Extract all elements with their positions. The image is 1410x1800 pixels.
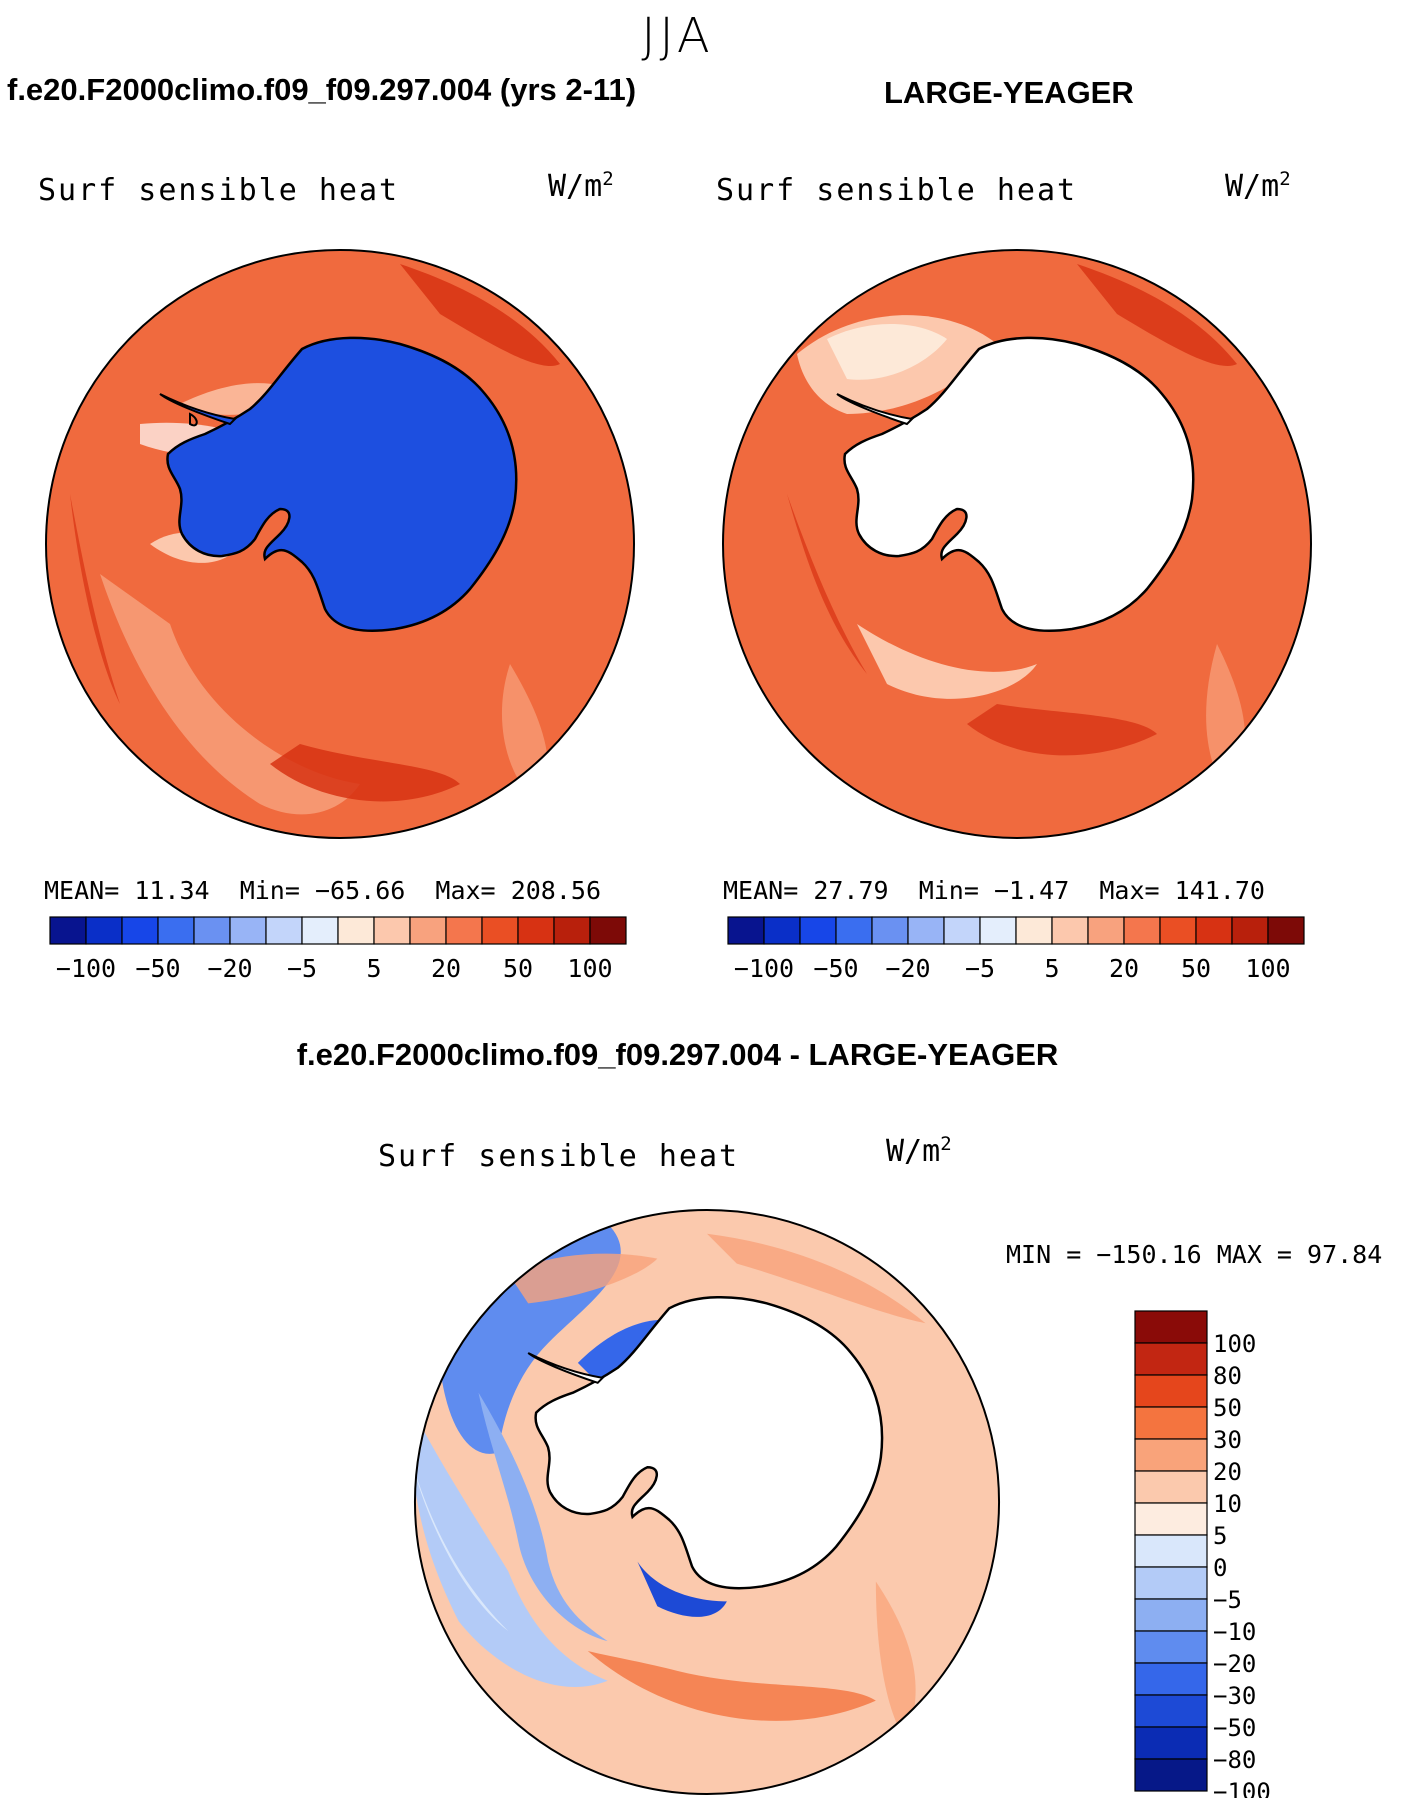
colorbar-swatch	[1134, 1758, 1208, 1792]
difference-units: W/m2	[886, 1133, 952, 1169]
colorbar-tick-label: −30	[1213, 1682, 1256, 1710]
colorbar-swatch	[907, 916, 945, 945]
colorbar-swatch	[1134, 1374, 1208, 1408]
colorbar-tick-label: −20	[207, 954, 252, 983]
colorbar-swatch	[373, 916, 411, 945]
colorbar-swatch	[589, 916, 627, 945]
colorbar-tick-label: 50	[503, 954, 533, 983]
colorbar-swatch	[871, 916, 909, 945]
colorbar-tick-label: 5	[1044, 954, 1059, 983]
colorbar-tick-label: −10	[1213, 1618, 1256, 1646]
colorbar-swatch	[1134, 1662, 1208, 1696]
colorbar-tick-label: −100	[734, 954, 794, 983]
colorbar-tick-label: 10	[1213, 1490, 1242, 1518]
colorbar-swatch	[85, 916, 123, 945]
colorbar-swatch	[1134, 1502, 1208, 1536]
colorbar-tick-label: 5	[1213, 1522, 1227, 1550]
panel1-units: W/m2	[548, 168, 614, 204]
colorbar-swatch	[481, 916, 519, 945]
colorbar-swatch	[1134, 1534, 1208, 1568]
colorbar-swatch	[265, 916, 303, 945]
colorbar-swatch	[1159, 916, 1197, 945]
colorbar-swatch	[1134, 1566, 1208, 1600]
colorbar-tick-label: −5	[965, 954, 995, 983]
colorbar-tick-label: −5	[287, 954, 317, 983]
colorbar-swatch	[1134, 1630, 1208, 1664]
colorbar-swatch	[229, 916, 267, 945]
colorbar-swatch	[1087, 916, 1125, 945]
panel1-colorbar: −100 −50 −20 −5 5 20 50 100	[49, 916, 627, 983]
colorbar-tick-label: −20	[1213, 1650, 1256, 1678]
difference-minmax: MIN = −150.16 MAX = 97.84	[1006, 1240, 1383, 1269]
colorbar-tick-label: 20	[1109, 954, 1139, 983]
colorbar-swatch	[193, 916, 231, 945]
colorbar-tick-label: −80	[1213, 1746, 1256, 1774]
colorbar-swatch	[1134, 1470, 1208, 1504]
season-title: JJA	[641, 8, 714, 64]
colorbar-swatch	[1231, 916, 1269, 945]
colorbar-tick-label: 20	[431, 954, 461, 983]
colorbar-swatch	[1195, 916, 1233, 945]
difference-map	[413, 1208, 1001, 1796]
colorbar-swatch	[1123, 916, 1161, 945]
panel2-variable: Surf sensible heat	[716, 173, 1078, 208]
colorbar-swatch	[1267, 916, 1305, 945]
colorbar-swatch	[835, 916, 873, 945]
panel1-stats: MEAN= 11.34 Min= −65.66 Max= 208.56	[44, 876, 601, 905]
colorbar-swatch	[979, 916, 1017, 945]
colorbar-tick-label: 100	[1213, 1330, 1256, 1358]
colorbar-swatch	[1134, 1694, 1208, 1728]
panel1-case-title: f.e20.F2000climo.f09_f09.297.004 (yrs 2-…	[7, 72, 637, 107]
colorbar-swatch	[727, 916, 765, 945]
colorbar-tick-label: −5	[1213, 1586, 1242, 1614]
colorbar-tick-label: −50	[135, 954, 180, 983]
colorbar-swatch	[1015, 916, 1053, 945]
colorbar-swatch	[1051, 916, 1089, 945]
panel1-map	[45, 249, 635, 839]
colorbar-tick-label: −100	[1213, 1778, 1271, 1798]
colorbar-tick-label: 5	[366, 954, 381, 983]
colorbar-swatch	[799, 916, 837, 945]
colorbar-tick-label: −20	[885, 954, 930, 983]
colorbar-swatch	[49, 916, 87, 945]
colorbar-tick-label: −50	[813, 954, 858, 983]
colorbar-tick-label: 50	[1213, 1394, 1242, 1422]
colorbar-swatch	[1134, 1726, 1208, 1760]
colorbar-tick-label: 30	[1213, 1426, 1242, 1454]
colorbar-swatch	[1134, 1342, 1208, 1376]
panel2-case-title: LARGE-YEAGER	[884, 75, 1134, 110]
colorbar-tick-label: 50	[1181, 954, 1211, 983]
colorbar-swatch	[1134, 1406, 1208, 1440]
colorbar-swatch	[1134, 1598, 1208, 1632]
colorbar-tick-label: 0	[1213, 1554, 1227, 1582]
colorbar-tick-label: 100	[567, 954, 612, 983]
colorbar-swatch	[445, 916, 483, 945]
panel2-units: W/m2	[1225, 168, 1291, 204]
colorbar-swatch	[157, 916, 195, 945]
colorbar-swatch	[943, 916, 981, 945]
colorbar-tick-label: 20	[1213, 1458, 1242, 1486]
colorbar-tick-label: 100	[1245, 954, 1290, 983]
difference-variable: Surf sensible heat	[378, 1139, 740, 1174]
colorbar-swatch	[121, 916, 159, 945]
panel2-map	[722, 249, 1312, 839]
difference-title: f.e20.F2000climo.f09_f09.297.004 - LARGE…	[296, 1037, 1059, 1072]
colorbar-swatch	[763, 916, 801, 945]
colorbar-swatch	[1134, 1310, 1208, 1344]
colorbar-swatch	[301, 916, 339, 945]
colorbar-swatch	[409, 916, 447, 945]
panel1-variable: Surf sensible heat	[38, 173, 400, 208]
colorbar-swatch	[553, 916, 591, 945]
colorbar-tick-label: −50	[1213, 1714, 1256, 1742]
colorbar-swatch	[1134, 1438, 1208, 1472]
panel2-colorbar: −100 −50 −20 −5 5 20 50 100	[727, 916, 1305, 983]
colorbar-swatch	[517, 916, 555, 945]
colorbar-tick-label: −100	[56, 954, 116, 983]
colorbar-tick-label: 80	[1213, 1362, 1242, 1390]
colorbar-swatch	[337, 916, 375, 945]
panel2-stats: MEAN= 27.79 Min= −1.47 Max= 141.70	[723, 876, 1265, 905]
